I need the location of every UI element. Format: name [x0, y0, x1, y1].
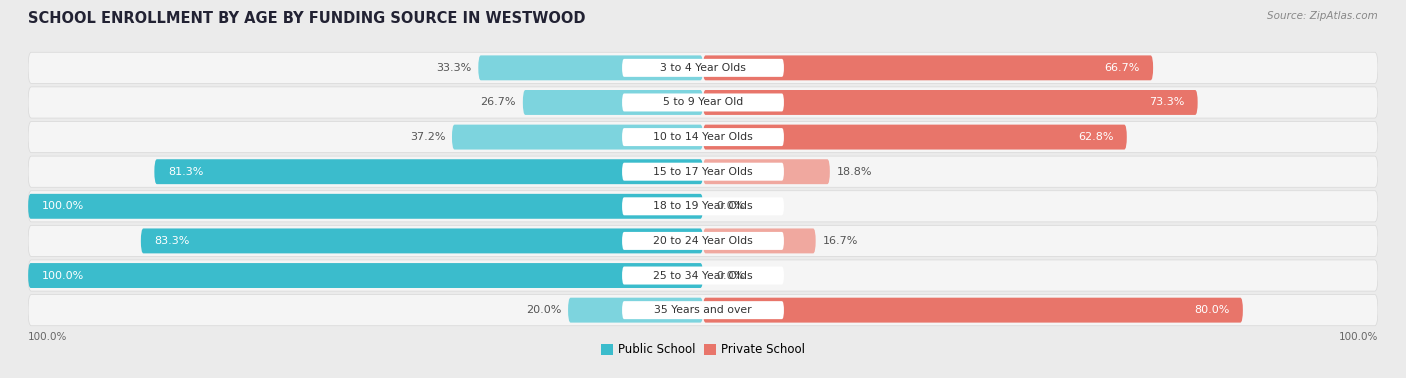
- FancyBboxPatch shape: [28, 194, 703, 219]
- FancyBboxPatch shape: [703, 56, 1153, 80]
- Legend: Public School, Private School: Public School, Private School: [596, 339, 810, 361]
- FancyBboxPatch shape: [28, 225, 1378, 257]
- FancyBboxPatch shape: [523, 90, 703, 115]
- Text: SCHOOL ENROLLMENT BY AGE BY FUNDING SOURCE IN WESTWOOD: SCHOOL ENROLLMENT BY AGE BY FUNDING SOUR…: [28, 11, 586, 26]
- Text: 18 to 19 Year Olds: 18 to 19 Year Olds: [654, 201, 752, 211]
- Text: 10 to 14 Year Olds: 10 to 14 Year Olds: [654, 132, 752, 142]
- FancyBboxPatch shape: [621, 301, 785, 319]
- FancyBboxPatch shape: [28, 121, 1378, 153]
- Text: 100.0%: 100.0%: [42, 201, 84, 211]
- Text: 37.2%: 37.2%: [409, 132, 446, 142]
- Text: 26.7%: 26.7%: [481, 98, 516, 107]
- FancyBboxPatch shape: [28, 87, 1378, 118]
- Text: 16.7%: 16.7%: [823, 236, 858, 246]
- Text: 66.7%: 66.7%: [1104, 63, 1140, 73]
- FancyBboxPatch shape: [703, 90, 1198, 115]
- FancyBboxPatch shape: [703, 125, 1126, 150]
- FancyBboxPatch shape: [28, 294, 1378, 326]
- FancyBboxPatch shape: [155, 159, 703, 184]
- FancyBboxPatch shape: [28, 260, 1378, 291]
- FancyBboxPatch shape: [451, 125, 703, 150]
- FancyBboxPatch shape: [621, 197, 785, 215]
- FancyBboxPatch shape: [703, 159, 830, 184]
- FancyBboxPatch shape: [621, 93, 785, 112]
- Text: 15 to 17 Year Olds: 15 to 17 Year Olds: [654, 167, 752, 177]
- Text: 0.0%: 0.0%: [717, 271, 745, 280]
- FancyBboxPatch shape: [621, 163, 785, 181]
- Text: 18.8%: 18.8%: [837, 167, 872, 177]
- Text: Source: ZipAtlas.com: Source: ZipAtlas.com: [1267, 11, 1378, 21]
- FancyBboxPatch shape: [141, 228, 703, 253]
- FancyBboxPatch shape: [703, 298, 1243, 322]
- Text: 25 to 34 Year Olds: 25 to 34 Year Olds: [654, 271, 752, 280]
- Text: 83.3%: 83.3%: [155, 236, 190, 246]
- Text: 81.3%: 81.3%: [167, 167, 204, 177]
- FancyBboxPatch shape: [28, 52, 1378, 84]
- Text: 20 to 24 Year Olds: 20 to 24 Year Olds: [654, 236, 752, 246]
- Text: 62.8%: 62.8%: [1078, 132, 1114, 142]
- Text: 100.0%: 100.0%: [1339, 332, 1378, 342]
- FancyBboxPatch shape: [28, 263, 703, 288]
- FancyBboxPatch shape: [621, 59, 785, 77]
- FancyBboxPatch shape: [28, 191, 1378, 222]
- Text: 35 Years and over: 35 Years and over: [654, 305, 752, 315]
- Text: 100.0%: 100.0%: [42, 271, 84, 280]
- FancyBboxPatch shape: [621, 266, 785, 285]
- Text: 33.3%: 33.3%: [436, 63, 471, 73]
- Text: 100.0%: 100.0%: [28, 332, 67, 342]
- Text: 5 to 9 Year Old: 5 to 9 Year Old: [662, 98, 744, 107]
- FancyBboxPatch shape: [703, 228, 815, 253]
- Text: 80.0%: 80.0%: [1194, 305, 1229, 315]
- Text: 0.0%: 0.0%: [717, 201, 745, 211]
- Text: 3 to 4 Year Olds: 3 to 4 Year Olds: [659, 63, 747, 73]
- FancyBboxPatch shape: [621, 232, 785, 250]
- FancyBboxPatch shape: [28, 156, 1378, 187]
- FancyBboxPatch shape: [478, 56, 703, 80]
- Text: 73.3%: 73.3%: [1149, 98, 1184, 107]
- Text: 20.0%: 20.0%: [526, 305, 561, 315]
- FancyBboxPatch shape: [621, 128, 785, 146]
- FancyBboxPatch shape: [568, 298, 703, 322]
